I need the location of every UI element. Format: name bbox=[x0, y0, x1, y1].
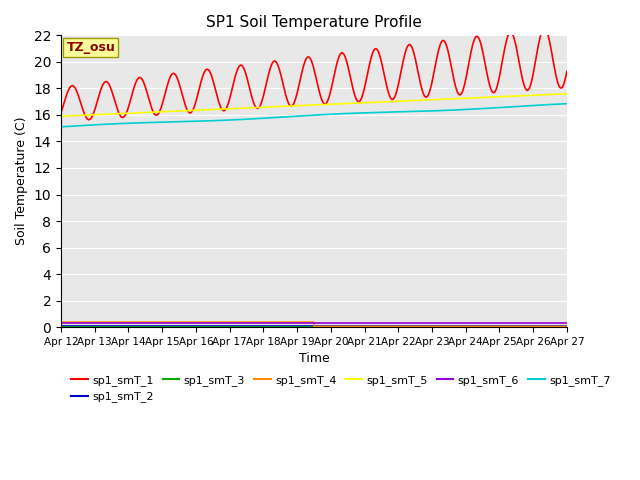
sp1_smT_5 bbox=[67, 113, 74, 119]
sp1_smT_4 bbox=[170, 319, 177, 325]
Line: sp1_smT_4: sp1_smT_4 bbox=[61, 322, 567, 326]
sp1_smT_1 bbox=[390, 95, 398, 100]
sp1_smT_7 bbox=[375, 109, 383, 115]
sp1_smT_5 bbox=[57, 113, 65, 119]
sp1_smT_3 bbox=[375, 324, 383, 330]
sp1_smT_3 bbox=[563, 324, 571, 330]
sp1_smT_1 bbox=[197, 79, 205, 85]
sp1_smT_3 bbox=[118, 324, 126, 330]
sp1_smT_6 bbox=[57, 320, 65, 325]
sp1_smT_5 bbox=[390, 98, 397, 104]
sp1_smT_5 bbox=[563, 91, 571, 96]
Line: sp1_smT_1: sp1_smT_1 bbox=[61, 28, 567, 120]
sp1_smT_4 bbox=[310, 324, 318, 329]
sp1_smT_1 bbox=[57, 110, 65, 116]
Legend: sp1_smT_1, sp1_smT_2, sp1_smT_3, sp1_smT_4, sp1_smT_5, sp1_smT_6, sp1_smT_7: sp1_smT_1, sp1_smT_2, sp1_smT_3, sp1_smT… bbox=[67, 371, 615, 407]
sp1_smT_2 bbox=[67, 323, 74, 329]
sp1_smT_1 bbox=[67, 84, 74, 90]
Title: SP1 Soil Temperature Profile: SP1 Soil Temperature Profile bbox=[206, 15, 422, 30]
sp1_smT_2 bbox=[563, 323, 571, 329]
sp1_smT_3 bbox=[67, 324, 74, 330]
Line: sp1_smT_7: sp1_smT_7 bbox=[61, 104, 567, 127]
sp1_smT_6 bbox=[196, 320, 204, 325]
sp1_smT_7 bbox=[170, 119, 177, 125]
sp1_smT_7 bbox=[390, 109, 397, 115]
sp1_smT_1 bbox=[119, 115, 127, 120]
sp1_smT_4 bbox=[67, 319, 74, 325]
sp1_smT_2 bbox=[170, 323, 177, 329]
sp1_smT_2 bbox=[196, 323, 204, 329]
sp1_smT_4 bbox=[57, 319, 65, 325]
sp1_smT_6 bbox=[118, 320, 126, 325]
sp1_smT_2 bbox=[57, 323, 65, 329]
sp1_smT_7 bbox=[57, 124, 65, 130]
sp1_smT_1 bbox=[540, 25, 548, 31]
sp1_smT_4 bbox=[118, 319, 126, 325]
sp1_smT_1 bbox=[376, 52, 383, 58]
sp1_smT_3 bbox=[196, 324, 204, 330]
sp1_smT_6 bbox=[390, 320, 397, 325]
sp1_smT_4 bbox=[376, 324, 383, 329]
sp1_smT_5 bbox=[118, 111, 126, 117]
Y-axis label: Soil Temperature (C): Soil Temperature (C) bbox=[15, 117, 28, 245]
Text: TZ_osu: TZ_osu bbox=[67, 41, 115, 54]
sp1_smT_1 bbox=[85, 117, 93, 122]
sp1_smT_3 bbox=[390, 324, 397, 330]
sp1_smT_1 bbox=[170, 71, 178, 76]
sp1_smT_5 bbox=[196, 107, 204, 113]
sp1_smT_7 bbox=[67, 123, 74, 129]
sp1_smT_7 bbox=[196, 118, 204, 124]
sp1_smT_2 bbox=[118, 323, 126, 329]
sp1_smT_6 bbox=[563, 320, 571, 325]
sp1_smT_4 bbox=[196, 319, 204, 325]
sp1_smT_4 bbox=[563, 324, 571, 329]
sp1_smT_7 bbox=[118, 120, 126, 126]
sp1_smT_2 bbox=[375, 323, 383, 329]
sp1_smT_4 bbox=[390, 324, 398, 329]
X-axis label: Time: Time bbox=[298, 352, 330, 365]
sp1_smT_6 bbox=[67, 320, 74, 325]
sp1_smT_5 bbox=[375, 99, 383, 105]
sp1_smT_3 bbox=[57, 324, 65, 330]
sp1_smT_6 bbox=[170, 320, 177, 325]
sp1_smT_5 bbox=[170, 108, 177, 114]
sp1_smT_6 bbox=[375, 320, 383, 325]
sp1_smT_7 bbox=[563, 101, 571, 107]
sp1_smT_1 bbox=[563, 69, 571, 74]
sp1_smT_2 bbox=[390, 323, 397, 329]
Line: sp1_smT_5: sp1_smT_5 bbox=[61, 94, 567, 116]
sp1_smT_3 bbox=[170, 324, 177, 330]
